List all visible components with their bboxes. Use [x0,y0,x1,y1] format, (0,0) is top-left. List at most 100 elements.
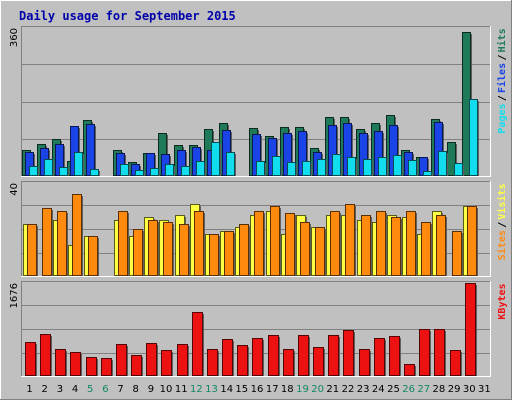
bar-shadow [248,347,249,376]
bar-kbytes-day-19 [298,335,309,376]
bar-sites-day-10 [163,222,173,276]
panel-1: 360 Pages / Files / Hits [9,26,508,177]
x-tick-day-29: 29 [448,384,461,395]
bar-pages-day-14 [226,152,235,176]
bar-shadow [352,125,353,176]
bar-shadow [311,163,312,176]
bar-shadow [354,332,355,376]
bar-sites-day-18 [285,213,295,276]
bar-pages-day-23 [363,159,372,176]
bar-pages-day-30 [469,99,478,176]
x-tick-day-14: 14 [220,384,233,395]
bar-shadow [428,159,429,176]
bar-sites-day-4 [72,194,82,276]
bar-shadow [173,224,174,276]
x-tick-day-3: 3 [57,384,63,395]
bar-sites-day-25 [391,217,401,276]
bar-kbytes-day-18 [283,349,294,376]
bar-kbytes-day-29 [450,350,461,376]
legend-label-sites: Sites [496,230,508,260]
bar-kbytes-day-11 [177,344,188,376]
bar-pages-day-21 [332,154,341,176]
x-tick-day-23: 23 [357,384,370,395]
bar-shadow [174,166,175,176]
x-tick-day-4: 4 [72,384,78,395]
bar-pages-day-28 [438,151,447,176]
bar-shadow [326,161,327,176]
x-tick-day-16: 16 [251,384,264,395]
label-separator: / [497,222,508,228]
bar-kbytes-day-16 [252,338,263,376]
x-tick-day-21: 21 [326,384,339,395]
bar-shadow [341,156,342,176]
bar-pages-day-11 [181,166,190,176]
bar-shadow [157,345,158,376]
bar-sites-day-30 [467,206,477,276]
bar-shadow [95,126,96,176]
x-tick-day-24: 24 [372,384,385,395]
x-tick-day-15: 15 [235,384,248,395]
bar-pages-day-20 [317,159,326,176]
bar-kbytes-day-4 [70,352,81,376]
bar-sites-day-5 [88,236,98,276]
bar-shadow [82,196,83,276]
bar-shadow [263,340,264,376]
series-kbytes [25,283,477,376]
bar-shadow [66,351,67,376]
bar-shadow [190,168,191,176]
bar-pages-day-27 [423,171,432,176]
panel-3: 1676 KBytes [9,281,508,377]
x-tick-day-20: 20 [311,384,324,395]
bar-shadow [143,231,144,276]
y-max-label: 360 [9,28,20,47]
legend-label-visits: Visits [496,183,508,219]
bar-sites-day-21 [330,211,340,276]
bar-shadow [155,155,156,176]
x-tick-day-7: 7 [117,384,123,395]
x-tick-day-5: 5 [87,384,93,395]
bar-shadow [158,222,159,276]
bar-shadow [463,165,464,176]
bar-shadow [398,127,399,176]
bar-pages-day-5 [90,169,99,176]
bar-shadow [67,213,68,276]
bar-shadow [400,338,401,376]
bar-pages-day-8 [135,170,144,176]
x-tick-day-28: 28 [433,384,446,395]
bar-sites-day-24 [376,211,386,276]
bar-sites-day-9 [148,220,158,276]
x-tick-day-19: 19 [296,384,309,395]
bar-sites-day-28 [436,215,446,276]
bar-shadow [294,351,295,376]
bar-sites-day-15 [239,224,249,276]
bar-shadow [34,154,35,176]
bar-shadow [189,226,190,276]
x-tick-day-11: 11 [175,384,188,395]
bar-shadow [127,346,128,376]
x-tick-day-18: 18 [281,384,294,395]
bar-sites-day-16 [254,211,264,276]
bar-pages-day-22 [347,157,356,176]
bar-pages-day-24 [378,157,387,176]
series-pages [29,99,479,176]
bar-sites-day-11 [179,224,189,276]
bar-pages-day-29 [454,163,463,176]
bar-shadow [144,172,145,176]
x-tick-day-1: 1 [26,384,32,395]
bar-pages-day-25 [393,155,402,176]
bar-shadow [340,213,341,276]
bar-kbytes-day-28 [434,329,445,376]
bar-shadow [402,157,403,176]
bar-shadow [279,337,280,376]
bar-shadow [249,226,250,276]
bar-pages-day-1 [29,166,38,176]
x-tick-day-8: 8 [133,384,139,395]
bar-kbytes-day-8 [131,355,142,376]
bar-kbytes-day-10 [161,350,172,376]
bar-shadow [38,168,39,176]
bar-kbytes-day-14 [222,339,233,376]
x-tick-day-2: 2 [42,384,48,395]
label-separator: / [497,95,508,101]
bar-shadow [53,161,54,176]
x-tick-day-30: 30 [463,384,476,395]
